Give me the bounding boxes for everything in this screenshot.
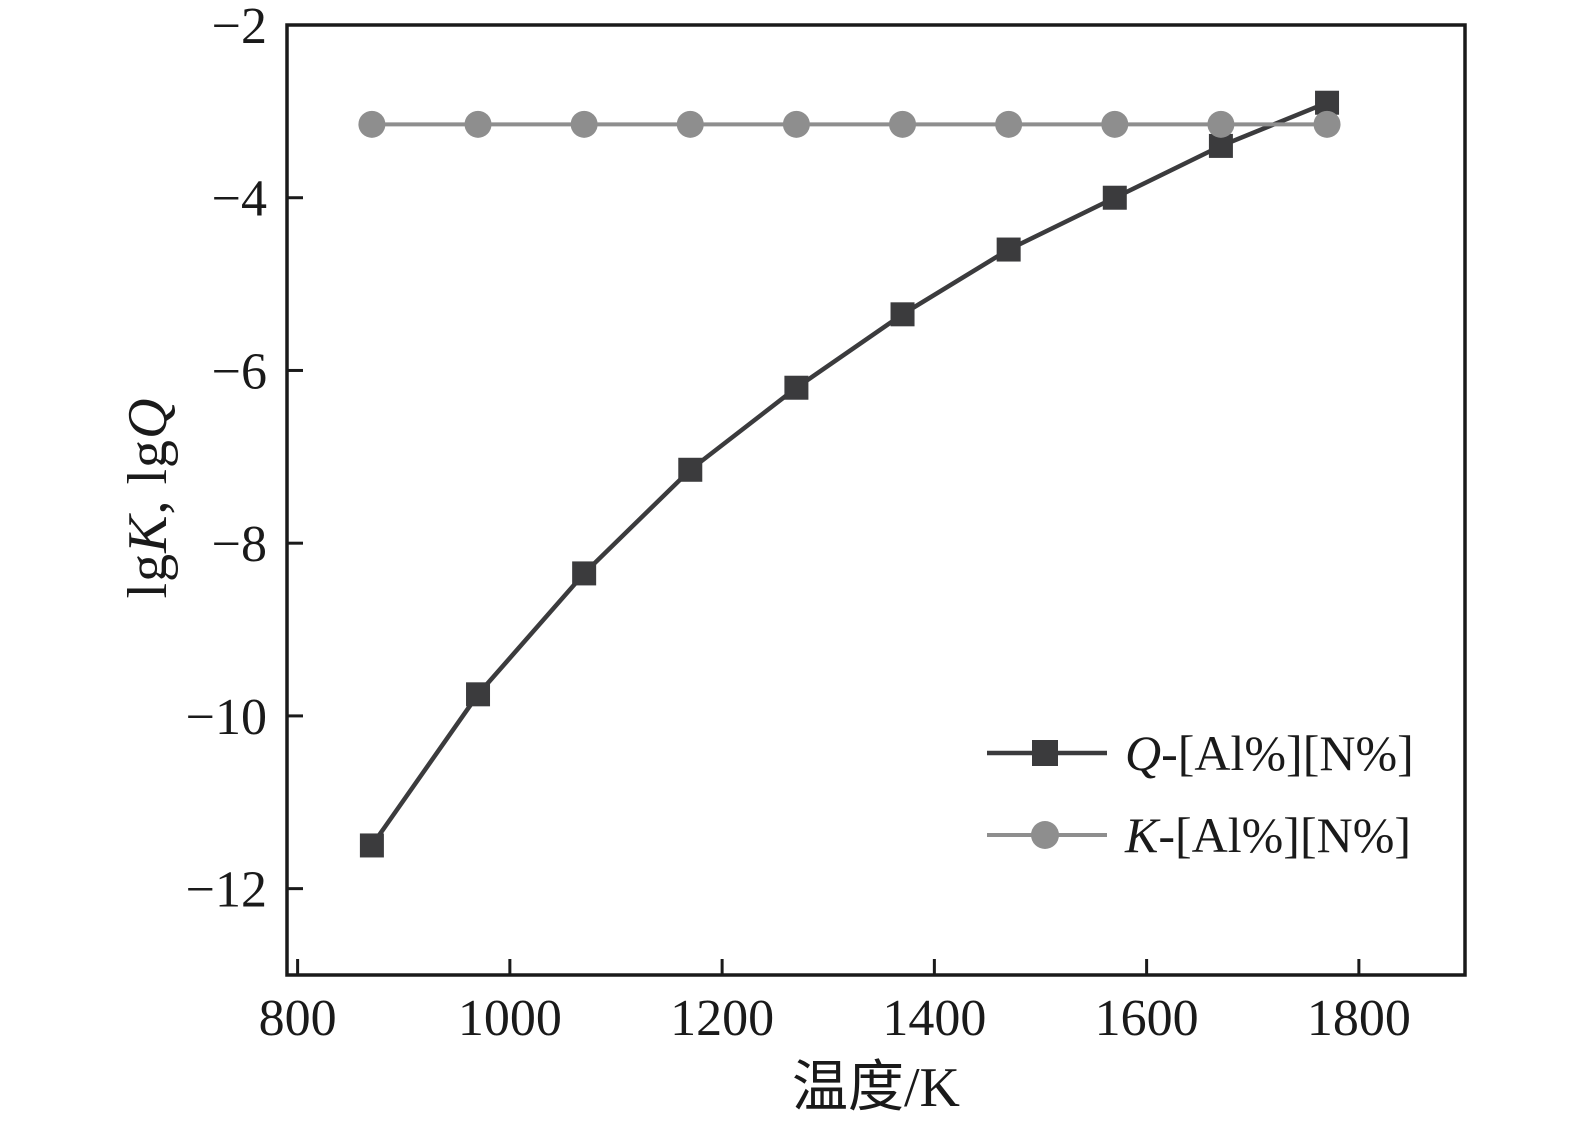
legend-item-q-series: Q-[Al%][N%] [985,722,1414,784]
series-marker-circle [1101,110,1129,138]
series-marker-square [1102,185,1127,210]
series-marker-square [572,561,597,586]
series-marker-square [784,375,809,400]
series-marker-square [466,682,491,707]
series-marker-circle [889,110,917,138]
y-tick-label: −6 [212,343,267,400]
x-tick-label: 1800 [1307,990,1411,1047]
y-axis-label-part: K [117,514,179,553]
series-marker-square [678,457,703,482]
series-marker-circle [570,110,598,138]
series-marker-circle [464,110,492,138]
y-axis-label: lgK, lgQ [116,398,180,599]
series-marker-square [359,833,384,858]
series-marker-square [890,302,915,327]
y-tick-label: −4 [212,171,267,228]
y-axis-label-part: , lg [117,438,179,515]
x-axis-label: 温度/K [792,1057,960,1119]
x-tick-label: 1600 [1095,990,1199,1047]
series-marker-circle [1207,110,1235,138]
k-series-legend-key-icon [987,821,1107,849]
y-tick-label: −10 [186,689,267,746]
x-tick-label: 800 [259,990,337,1047]
series-marker-square [1208,133,1233,158]
plot-frame [285,23,1467,977]
legend-label-k-series: K-[Al%][N%] [1125,807,1412,863]
x-tick-label: 1000 [458,990,562,1047]
series-marker-circle [676,110,704,138]
series-marker-circle [358,110,386,138]
x-tick-label: 1200 [670,990,774,1047]
y-axis-label-part: lg [117,552,179,599]
y-tick-label: −12 [186,862,267,919]
series-marker-square [996,237,1021,262]
series-marker-circle [782,110,810,138]
series-marker-circle [1313,110,1341,138]
x-tick-label: 1400 [882,990,986,1047]
legend-label-q-series: Q-[Al%][N%] [1125,725,1414,781]
legend-item-k-series: K-[Al%][N%] [985,804,1414,866]
series-line-0 [370,100,1328,847]
q-series-legend-key-icon [987,740,1107,766]
legend: Q-[Al%][N%] K-[Al%][N%] [985,722,1414,866]
series-marker-square [1315,90,1340,115]
y-tick-label: −8 [212,516,267,573]
y-axis-label-part: Q [117,397,179,439]
series-marker-circle [995,110,1023,138]
y-tick-label: −2 [212,0,267,55]
